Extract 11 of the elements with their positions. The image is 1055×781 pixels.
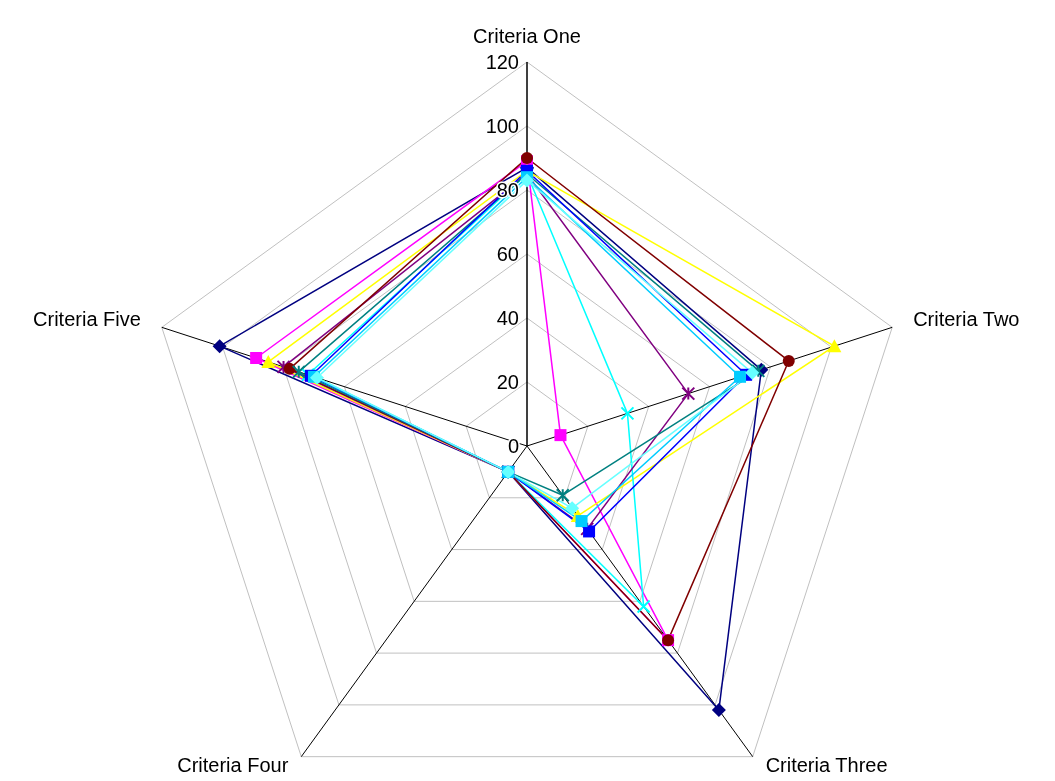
- y-tick-label: 120: [485, 51, 519, 73]
- spoke-label: Criteria One: [473, 25, 581, 47]
- spoke-label: Criteria Three: [765, 754, 888, 777]
- y-tick-label: 100: [485, 115, 519, 137]
- y-tick-label: 20: [496, 371, 519, 393]
- y-tick-label: 60: [496, 243, 519, 265]
- spoke-label: Criteria Five: [33, 308, 141, 331]
- spoke-label: Criteria Four: [177, 754, 289, 777]
- y-tick-label: 0: [507, 435, 519, 457]
- y-tick-label: 40: [496, 307, 519, 329]
- spoke-label: Criteria Two: [913, 308, 1020, 331]
